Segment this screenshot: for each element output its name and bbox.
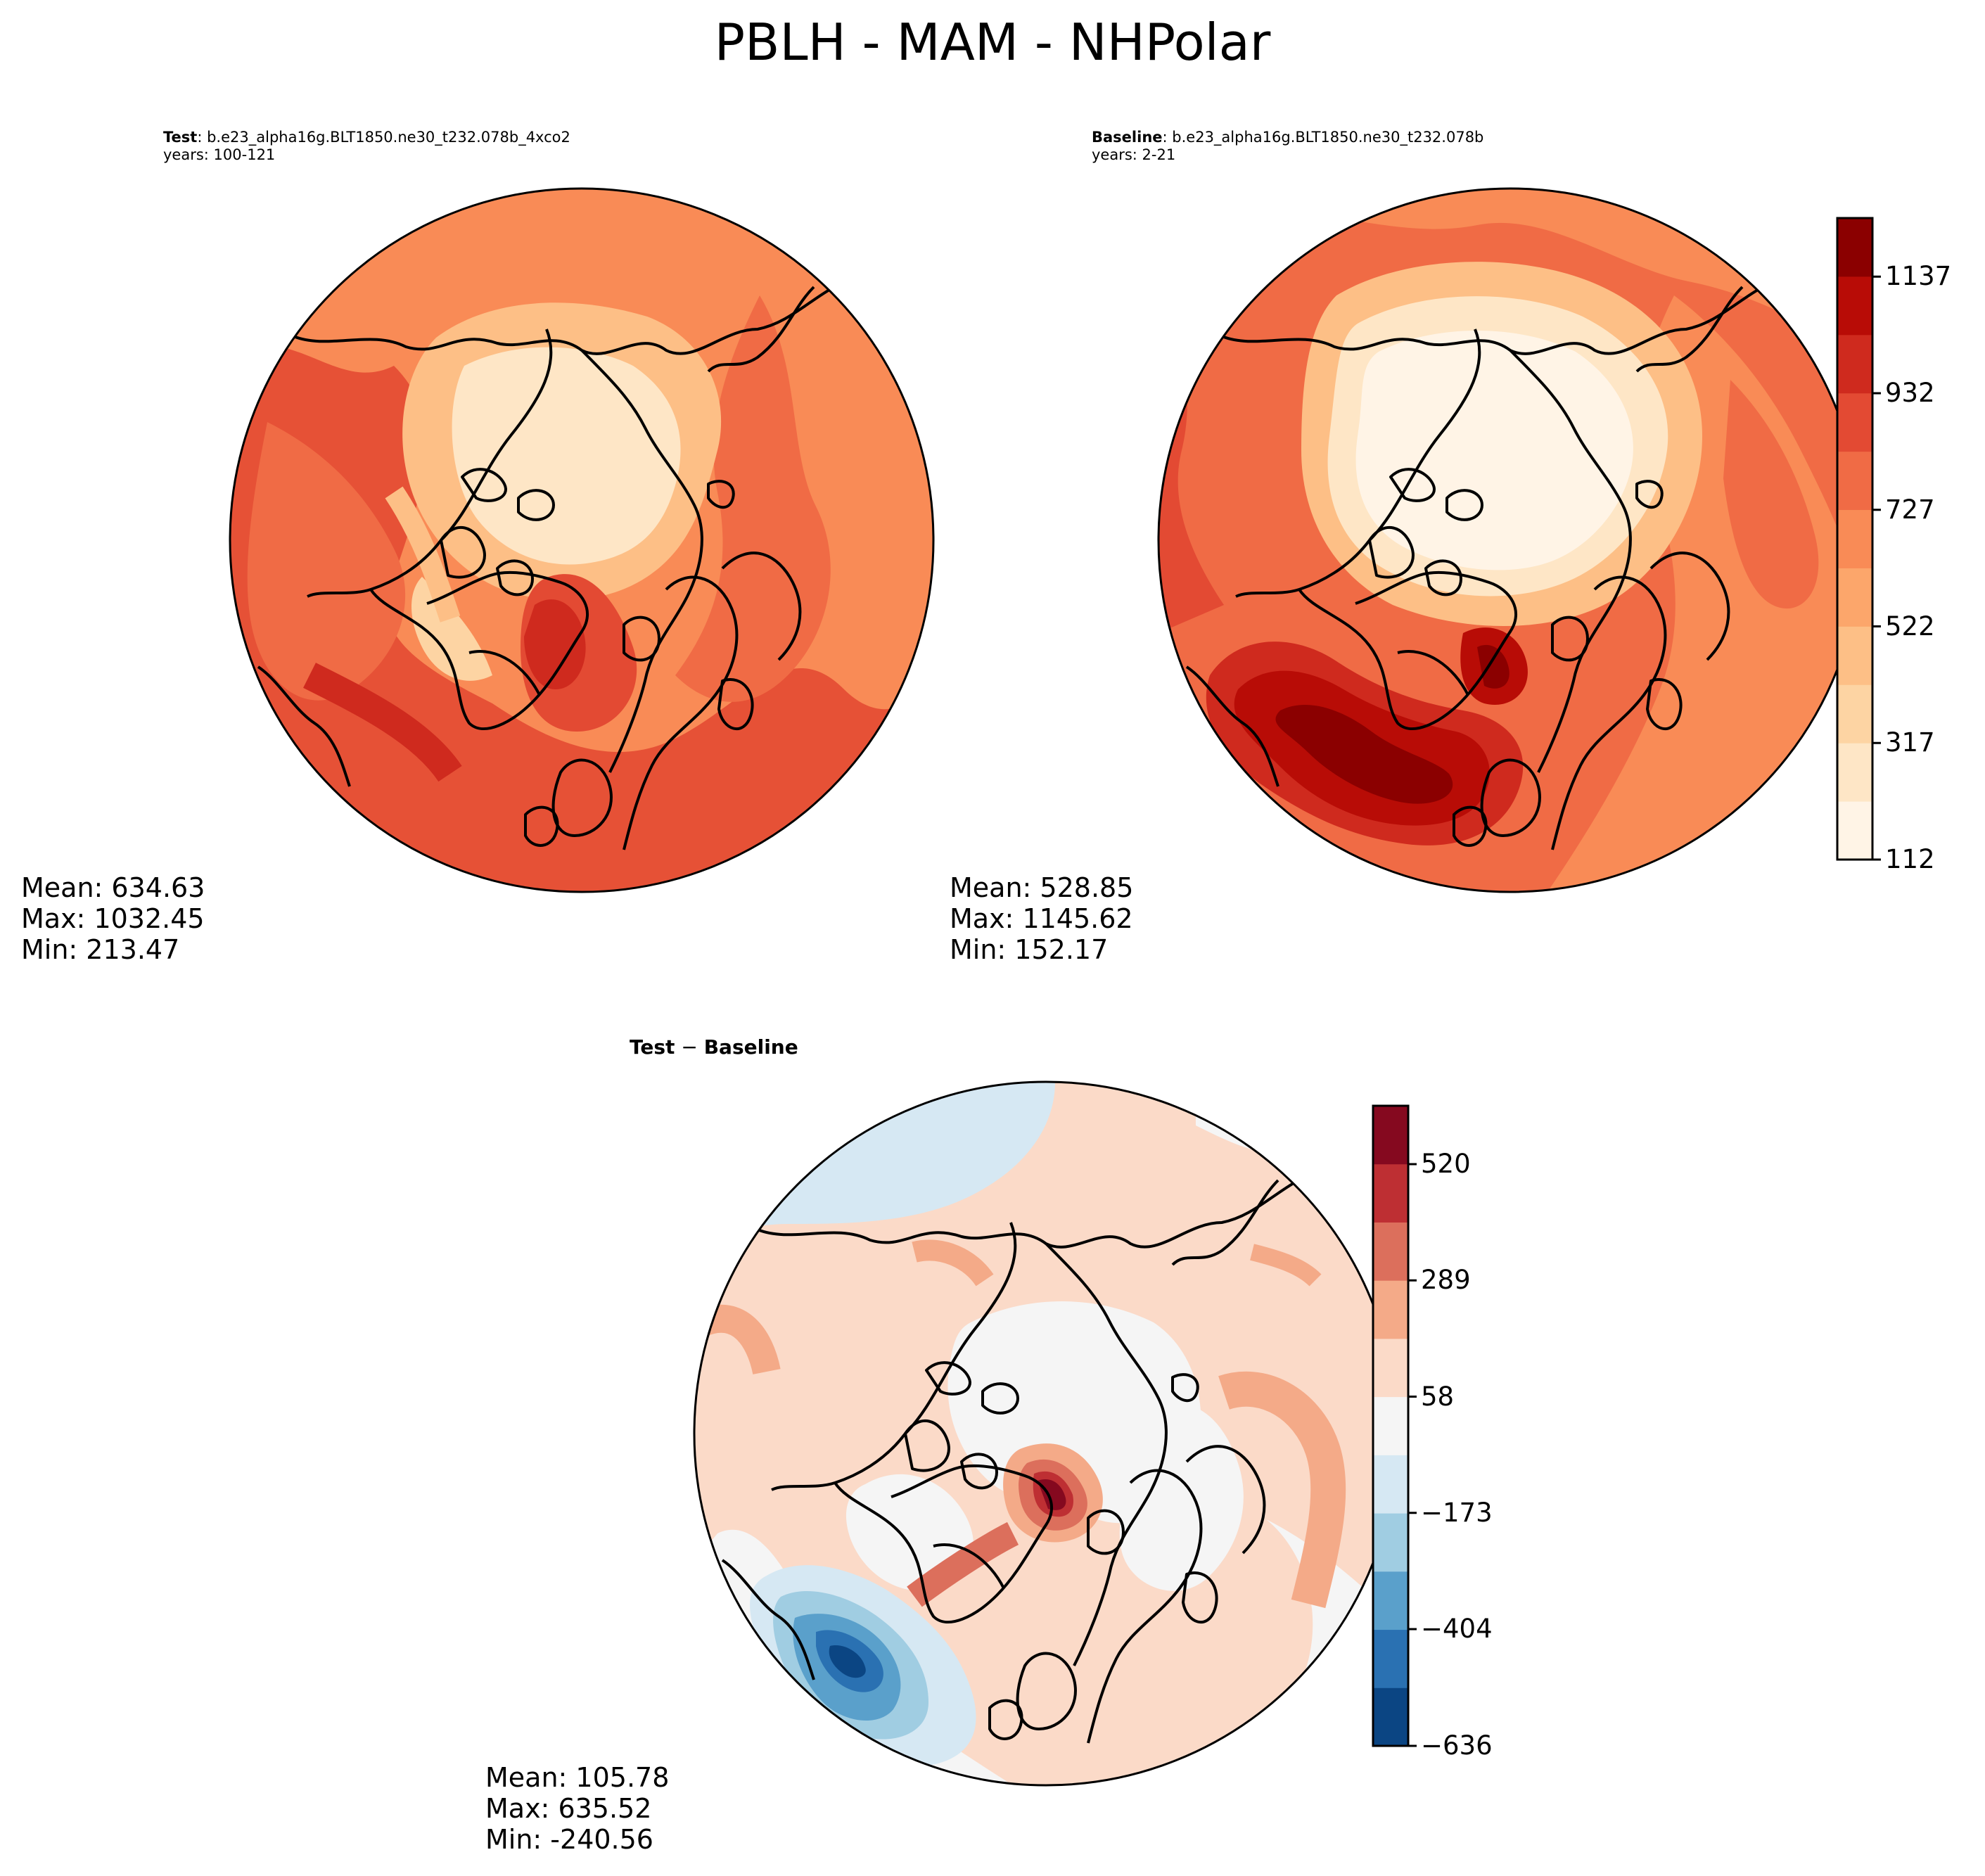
difference-colorbar-segment — [1373, 1513, 1408, 1572]
difference-colorbar-segment — [1373, 1629, 1408, 1688]
baseline-colorbar-segment — [1837, 509, 1872, 568]
difference-colorbar-tick-label: −404 — [1421, 1614, 1493, 1645]
baseline-colorbar-segment — [1837, 743, 1872, 802]
baseline-map — [1157, 187, 1863, 893]
test-min: Min: 213.47 — [21, 934, 180, 965]
difference-colorbar-segment — [1373, 1455, 1408, 1514]
test-max: Max: 1032.45 — [21, 903, 205, 934]
diff-label-test: Test — [630, 1035, 675, 1059]
test-case-name: b.e23_alpha16g.BLT1850.ne30_t232.078b_4x… — [207, 129, 570, 146]
baseline-colorbar-tick-label: 112 — [1885, 844, 1935, 874]
difference-max: Max: 635.52 — [485, 1793, 652, 1824]
baseline-colorbar-segment — [1837, 451, 1872, 511]
difference-colorbar-tick-label: 289 — [1421, 1265, 1471, 1296]
baseline-colorbar-tick-label: 1137 — [1885, 261, 1952, 292]
baseline-colorbar-tick-label: 317 — [1885, 727, 1935, 758]
baseline-years: years: 2-21 — [1092, 146, 1176, 163]
baseline-case-name: b.e23_alpha16g.BLT1850.ne30_t232.078b — [1172, 129, 1484, 146]
baseline-colorbar-outline — [1836, 217, 1874, 861]
difference-colorbar-segment — [1373, 1571, 1408, 1631]
difference-stats: Mean: 105.78 Max: 635.52 Min: -240.56 — [485, 1762, 669, 1855]
baseline-colorbar-tick-label: 932 — [1885, 378, 1935, 409]
baseline-colorbar-segment — [1837, 626, 1872, 685]
difference-panel-subtitle: Test − Baseline — [630, 1035, 798, 1059]
baseline-max: Max: 1145.62 — [950, 903, 1133, 934]
baseline-colorbar-tick-label: 727 — [1885, 494, 1935, 525]
baseline-stats: Mean: 528.85 Max: 1145.62 Min: 152.17 — [950, 872, 1133, 965]
difference-mean: Mean: 105.78 — [485, 1762, 670, 1793]
difference-colorbar-segment — [1373, 1222, 1408, 1281]
baseline-panel-subtitle: Baseline: b.e23_alpha16g.BLT1850.ne30_t2… — [1092, 129, 1483, 164]
difference-colorbar-segment — [1373, 1106, 1408, 1165]
baseline-mean: Mean: 528.85 — [950, 872, 1134, 903]
baseline-colorbar-segment — [1837, 276, 1872, 336]
test-label: Test — [163, 129, 198, 146]
difference-colorbar-tick-label: −636 — [1421, 1730, 1493, 1761]
figure-title: PBLH - MAM - NHPolar — [714, 13, 1271, 72]
test-mean: Mean: 634.63 — [21, 872, 205, 903]
baseline-colorbar-segment — [1837, 568, 1872, 627]
baseline-colorbar-segment — [1837, 218, 1872, 277]
baseline-colorbar — [1836, 217, 1881, 861]
difference-colorbar-segment — [1373, 1338, 1408, 1398]
difference-colorbar-tick-label: 520 — [1421, 1148, 1471, 1179]
diff-label-op: − — [681, 1035, 698, 1059]
baseline-colorbar-segment — [1837, 801, 1872, 860]
difference-colorbar-segment — [1373, 1687, 1408, 1747]
baseline-min: Min: 152.17 — [950, 934, 1109, 965]
difference-colorbar-segment — [1373, 1280, 1408, 1339]
difference-map — [693, 1080, 1399, 1787]
baseline-colorbar-segment — [1837, 334, 1872, 394]
diff-label-baseline: Baseline — [703, 1035, 798, 1059]
baseline-colorbar-segment — [1837, 393, 1872, 452]
test-stats: Mean: 634.63 Max: 1032.45 Min: 213.47 — [21, 872, 205, 965]
difference-colorbar-segment — [1373, 1163, 1408, 1223]
test-years: years: 100-121 — [163, 146, 276, 163]
difference-colorbar-segment — [1373, 1396, 1408, 1455]
baseline-label: Baseline — [1092, 129, 1163, 146]
test-panel-subtitle: Test: b.e23_alpha16g.BLT1850.ne30_t232.0… — [163, 129, 570, 164]
test-label-sep: : — [197, 129, 203, 146]
difference-colorbar-outline — [1372, 1104, 1410, 1747]
difference-colorbar-tick-label: 58 — [1421, 1381, 1455, 1412]
baseline-colorbar-tick-label: 522 — [1885, 611, 1935, 642]
baseline-label-sep: : — [1162, 129, 1168, 146]
difference-colorbar-tick-label: −173 — [1421, 1497, 1493, 1528]
baseline-colorbar-segment — [1837, 684, 1872, 744]
difference-min: Min: -240.56 — [485, 1824, 653, 1855]
test-map — [229, 187, 935, 893]
difference-colorbar — [1372, 1104, 1417, 1747]
